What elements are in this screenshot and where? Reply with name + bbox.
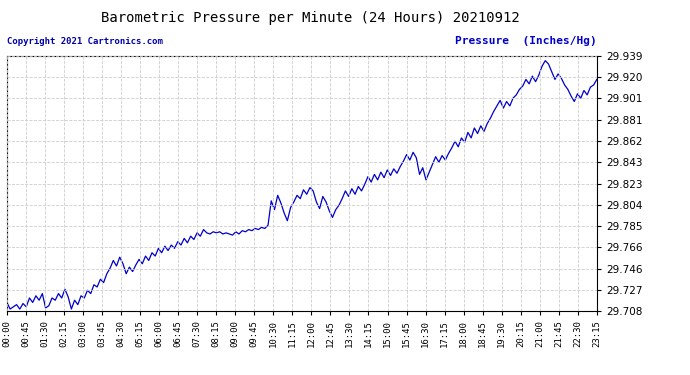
Text: Barometric Pressure per Minute (24 Hours) 20210912: Barometric Pressure per Minute (24 Hours…	[101, 11, 520, 25]
Text: Pressure  (Inches/Hg): Pressure (Inches/Hg)	[455, 36, 597, 46]
Text: Copyright 2021 Cartronics.com: Copyright 2021 Cartronics.com	[7, 37, 163, 46]
